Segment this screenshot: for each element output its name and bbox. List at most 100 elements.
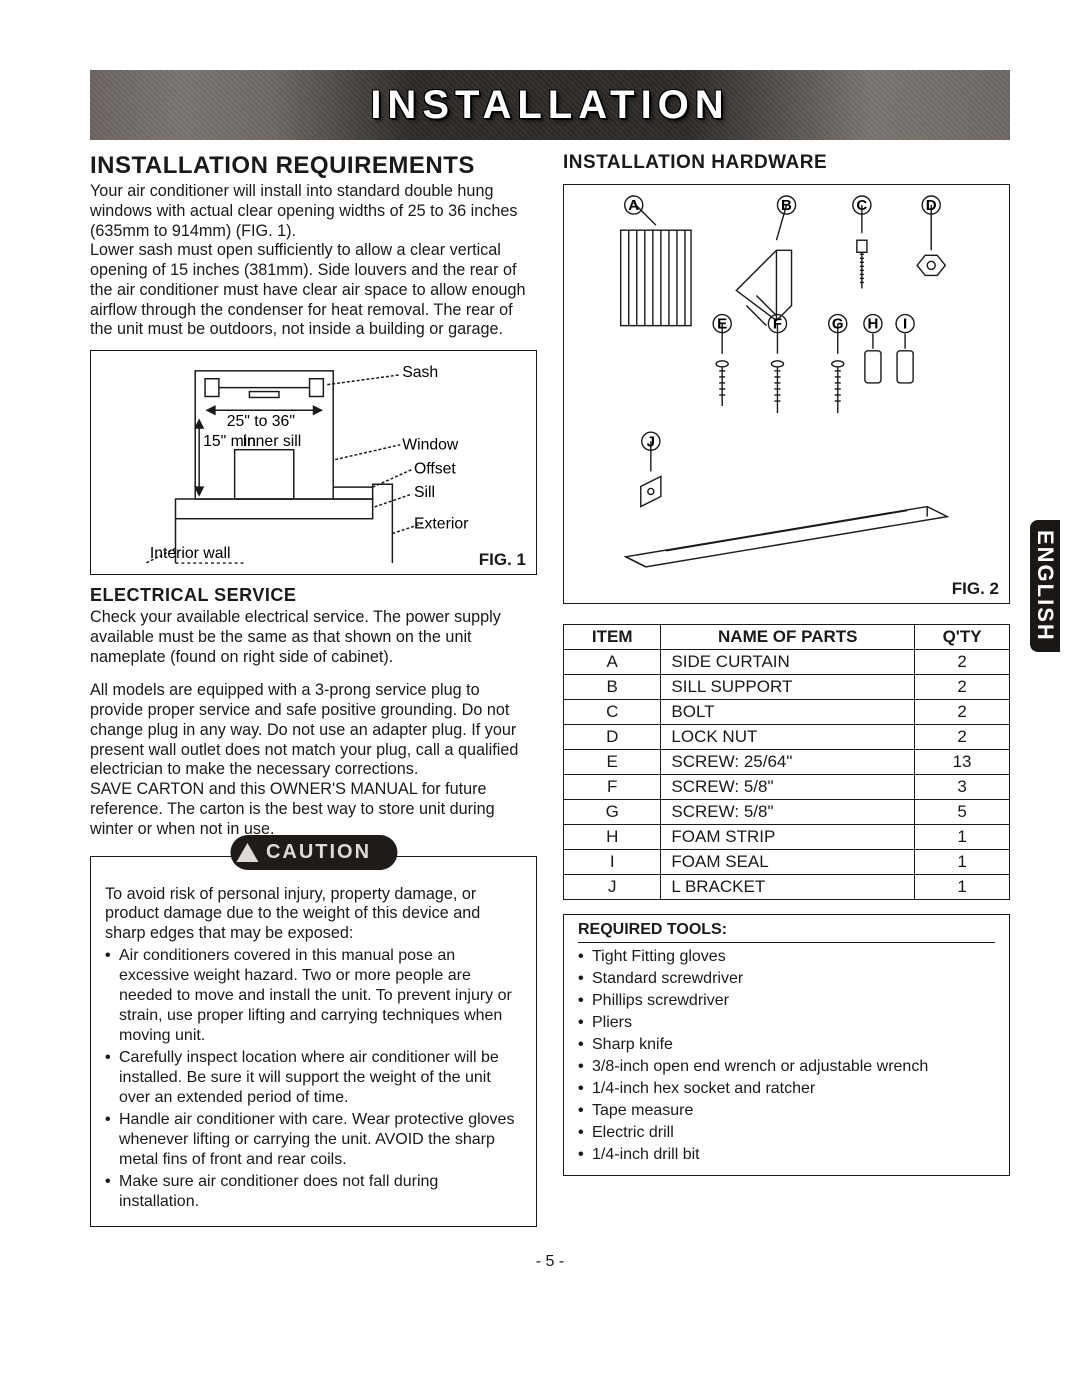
right-column: INSTALLATION HARDWARE xyxy=(563,152,1010,1227)
warning-triangle-icon xyxy=(236,843,258,862)
table-row: CBOLT2 xyxy=(564,700,1010,725)
parts-item: H xyxy=(564,825,661,850)
hw-letter-c: C xyxy=(856,197,867,214)
table-row: BSILL SUPPORT2 xyxy=(564,675,1010,700)
electrical-p2: All models are equipped with a 3-prong s… xyxy=(90,681,537,780)
fig1-inner-label: Inner sill xyxy=(243,433,302,450)
table-row: JL BRACKET1 xyxy=(564,875,1010,900)
table-row: ESCREW: 25/64"13 xyxy=(564,750,1010,775)
page-number: - 5 - xyxy=(90,1253,1010,1271)
tool-item: Tight Fitting gloves xyxy=(578,947,995,967)
figure-2-svg: A B C D E F G H I J xyxy=(572,195,1001,597)
required-tools-box: REQUIRED TOOLS: Tight Fitting glovesStan… xyxy=(563,914,1010,1176)
electrical-heading: ELECTRICAL SERVICE xyxy=(90,585,537,606)
caution-item: Handle air conditioner with care. Wear p… xyxy=(105,1110,522,1170)
parts-item: F xyxy=(564,775,661,800)
parts-qty: 1 xyxy=(915,850,1010,875)
figure-1-svg: Sash 25" to 36" 15" min Inner sill Windo… xyxy=(99,361,528,568)
parts-item: A xyxy=(564,650,661,675)
caution-badge-text: CAUTION xyxy=(266,841,371,864)
tool-item: Pliers xyxy=(578,1013,995,1033)
tool-item: 1/4-inch hex socket and ratcher xyxy=(578,1079,995,1099)
page-banner: INSTALLATION xyxy=(90,70,1010,140)
parts-name: L BRACKET xyxy=(661,875,915,900)
hw-letter-g: G xyxy=(832,316,844,333)
hw-letter-j: J xyxy=(647,433,655,450)
parts-qty: 2 xyxy=(915,700,1010,725)
caution-list: Air conditioners covered in this manual … xyxy=(105,946,522,1212)
hw-letter-b: B xyxy=(781,197,792,214)
tool-item: Sharp knife xyxy=(578,1035,995,1055)
table-row: HFOAM STRIP1 xyxy=(564,825,1010,850)
parts-name: SILL SUPPORT xyxy=(661,675,915,700)
parts-qty: 2 xyxy=(915,650,1010,675)
parts-name: FOAM SEAL xyxy=(661,850,915,875)
requirements-heading: INSTALLATION REQUIREMENTS xyxy=(90,152,537,180)
parts-item: D xyxy=(564,725,661,750)
parts-th-name: NAME OF PARTS xyxy=(661,625,915,650)
banner-title: INSTALLATION xyxy=(370,83,729,128)
parts-item: I xyxy=(564,850,661,875)
figure-1-label: FIG. 1 xyxy=(479,550,526,570)
parts-qty: 1 xyxy=(915,825,1010,850)
tool-item: Tape measure xyxy=(578,1101,995,1121)
parts-item: J xyxy=(564,875,661,900)
tool-item: 3/8-inch open end wrench or adjustable w… xyxy=(578,1057,995,1077)
parts-name: FOAM STRIP xyxy=(661,825,915,850)
caution-badge: CAUTION xyxy=(230,835,397,870)
intro-para-2: Lower sash must open sufficiently to all… xyxy=(90,241,537,340)
fig1-width-label: 25" to 36" xyxy=(227,413,295,430)
fig1-sill-label: Sill xyxy=(414,484,435,501)
parts-table: ITEM NAME OF PARTS Q'TY ASIDE CURTAIN2BS… xyxy=(563,624,1010,900)
tool-item: Phillips screwdriver xyxy=(578,991,995,1011)
caution-item: Air conditioners covered in this manual … xyxy=(105,946,522,1046)
figure-2-label: FIG. 2 xyxy=(952,579,999,599)
hardware-heading: INSTALLATION HARDWARE xyxy=(563,152,1010,174)
hw-letter-d: D xyxy=(926,197,937,214)
table-row: DLOCK NUT2 xyxy=(564,725,1010,750)
tools-title: REQUIRED TOOLS: xyxy=(578,921,995,943)
electrical-p3: SAVE CARTON and this OWNER'S MANUAL for … xyxy=(90,780,537,839)
table-row: FSCREW: 5/8"3 xyxy=(564,775,1010,800)
parts-name: SCREW: 5/8" xyxy=(661,775,915,800)
parts-name: SCREW: 5/8" xyxy=(661,800,915,825)
fig1-sash-label: Sash xyxy=(402,364,438,381)
hw-letter-e: E xyxy=(717,316,727,333)
parts-th-item: ITEM xyxy=(564,625,661,650)
parts-qty: 2 xyxy=(915,725,1010,750)
table-row: GSCREW: 5/8"5 xyxy=(564,800,1010,825)
parts-qty: 5 xyxy=(915,800,1010,825)
language-tab: ENGLISH xyxy=(1030,520,1060,652)
intro-para-1: Your air conditioner will install into s… xyxy=(90,182,537,241)
parts-name: LOCK NUT xyxy=(661,725,915,750)
caution-box: CAUTION To avoid risk of personal injury… xyxy=(90,856,537,1227)
parts-item: C xyxy=(564,700,661,725)
tool-item: Electric drill xyxy=(578,1123,995,1143)
hw-letter-i: I xyxy=(903,316,907,333)
fig1-interior-label: Interior wall xyxy=(150,545,231,562)
fig1-exterior-label: Exterior xyxy=(414,516,468,533)
fig1-offset-label: Offset xyxy=(414,460,456,477)
tools-list: Tight Fitting glovesStandard screwdriver… xyxy=(578,947,995,1165)
parts-item: G xyxy=(564,800,661,825)
tool-item: 1/4-inch drill bit xyxy=(578,1145,995,1165)
parts-qty: 13 xyxy=(915,750,1010,775)
parts-item: B xyxy=(564,675,661,700)
left-column: INSTALLATION REQUIREMENTS Your air condi… xyxy=(90,152,537,1227)
hw-letter-h: H xyxy=(867,316,878,333)
caution-lead: To avoid risk of personal injury, proper… xyxy=(105,885,522,944)
caution-item: Make sure air conditioner does not fall … xyxy=(105,1172,522,1212)
parts-name: BOLT xyxy=(661,700,915,725)
parts-qty: 1 xyxy=(915,875,1010,900)
parts-th-qty: Q'TY xyxy=(915,625,1010,650)
figure-1-box: Sash 25" to 36" 15" min Inner sill Windo… xyxy=(90,350,537,575)
parts-name: SIDE CURTAIN xyxy=(661,650,915,675)
caution-item: Carefully inspect location where air con… xyxy=(105,1048,522,1108)
parts-name: SCREW: 25/64" xyxy=(661,750,915,775)
hw-letter-f: F xyxy=(773,316,782,333)
fig1-window-label: Window xyxy=(402,437,459,454)
table-row: ASIDE CURTAIN2 xyxy=(564,650,1010,675)
parts-qty: 2 xyxy=(915,675,1010,700)
tool-item: Standard screwdriver xyxy=(578,969,995,989)
hw-letter-a: A xyxy=(628,197,639,214)
